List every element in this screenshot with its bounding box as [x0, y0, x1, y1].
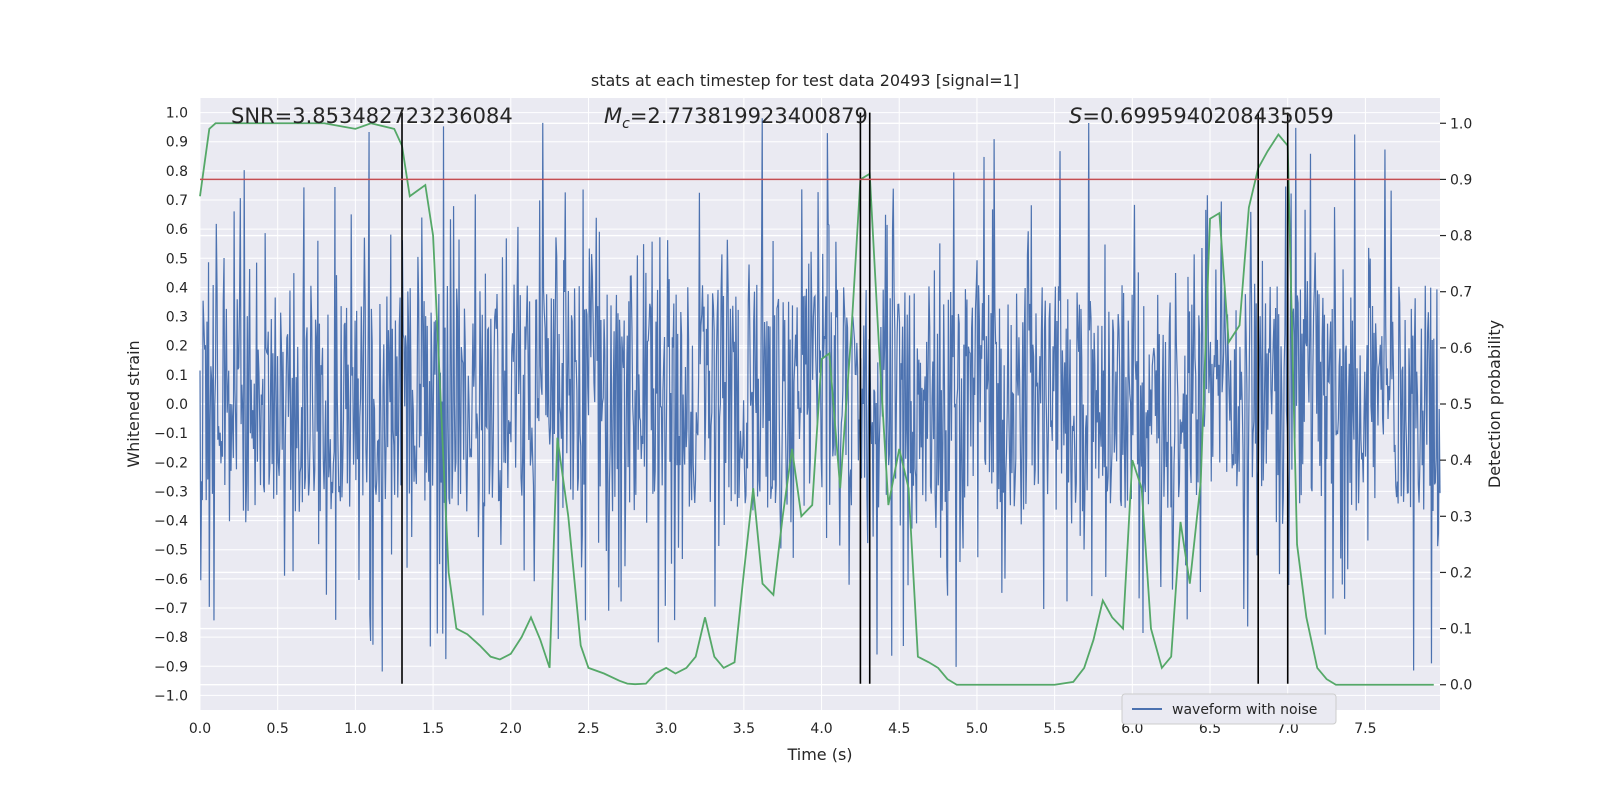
y-tick-label: −0.3: [154, 484, 188, 500]
y-tick-label: −0.8: [154, 630, 188, 646]
y-tick-label: 0.8: [166, 164, 188, 180]
legend: waveform with noise: [1121, 693, 1337, 725]
chirp-mass-value: =2.773819923400879: [630, 104, 868, 128]
y-tick-label: 0.6: [166, 222, 188, 238]
x-tick-label: 3.5: [733, 721, 755, 737]
y2-tick-label: 0.7: [1450, 285, 1472, 301]
event-markers: [401, 112, 1289, 684]
detection-probability-line: [199, 122, 1434, 686]
x-tick-label: 5.5: [1044, 721, 1066, 737]
s-symbol: S: [1069, 104, 1082, 128]
y-axis-label: Whitened strain: [124, 340, 143, 467]
y-tick-label: 0.4: [166, 280, 188, 296]
y-tick-label: −0.6: [154, 572, 188, 588]
y2-tick-label: 0.0: [1450, 678, 1472, 694]
y-axis-ticks: 1.0 0.9 0.8 0.7 0.6 0.5 0.4 0.3 0.2 0.1 0.0 −0.1 −0.…: [154, 106, 188, 705]
y-tick-label: −1.0: [154, 688, 188, 704]
x-tick-label: 5.0: [966, 721, 988, 737]
y2-tick-label: 0.3: [1450, 509, 1472, 525]
x-tick-label: 0.5: [267, 721, 289, 737]
snr-annotation: SNR=3.853482723236084: [231, 104, 513, 128]
x-tick-label: 2.5: [577, 721, 599, 737]
x-tick-label: 1.0: [344, 721, 366, 737]
y2-tick-label: 1.0: [1450, 116, 1472, 132]
x-tick-label: 6.0: [1121, 721, 1143, 737]
y2-tick-label: 0.2: [1450, 565, 1472, 581]
legend-label-waveform: waveform with noise: [1172, 702, 1317, 718]
y2-axis-ticks: 1.0 0.9 0.8 0.7 0.6 0.5 0.4 0.3 0.2 0.1 0.0: [1440, 116, 1472, 694]
y-tick-label: 0.3: [166, 310, 188, 326]
y-tick-label: −0.4: [154, 514, 188, 530]
x-tick-label: 4.5: [888, 721, 910, 737]
y-tick-label: 0.0: [166, 397, 188, 413]
x-tick-label: 0.0: [189, 721, 211, 737]
s-annotation: S=0.6995940208435059: [1069, 104, 1334, 128]
x-tick-label: 4.0: [810, 721, 832, 737]
y-tick-label: 1.0: [166, 106, 188, 122]
y2-tick-label: 0.8: [1450, 229, 1472, 245]
chirp-mass-annotation: Mc=2.773819923400879: [604, 104, 868, 132]
s-value: =0.6995940208435059: [1082, 104, 1333, 128]
y-tick-label: −0.2: [154, 455, 188, 471]
y2-tick-label: 0.4: [1450, 453, 1472, 469]
y-tick-label: 0.7: [166, 193, 188, 209]
y2-axis-label: Detection probability: [1485, 320, 1504, 488]
x-tick-label: 2.0: [500, 721, 522, 737]
x-tick-label: 6.5: [1199, 721, 1221, 737]
y-tick-label: −0.7: [154, 601, 188, 617]
y2-tick-label: 0.1: [1450, 622, 1472, 638]
y-tick-label: 0.5: [166, 251, 188, 267]
chart-title: stats at each timestep for test data 204…: [591, 71, 1019, 90]
y-tick-label: 0.2: [166, 339, 188, 355]
y-tick-label: −0.1: [154, 426, 188, 442]
waveform-with-noise-line: [199, 118, 1441, 672]
legend-box: [1121, 693, 1337, 725]
y2-tick-label: 0.9: [1450, 172, 1472, 188]
x-axis-label: Time (s): [786, 745, 852, 764]
chirp-mass-symbol: M: [604, 104, 622, 128]
x-tick-label: 7.5: [1354, 721, 1376, 737]
x-tick-label: 3.0: [655, 721, 677, 737]
detection-probability-series: [199, 122, 1434, 686]
y-tick-label: 0.1: [166, 368, 188, 384]
x-tick-label: 7.0: [1277, 721, 1299, 737]
y-tick-label: 0.9: [166, 135, 188, 151]
chirp-mass-subscript: c: [622, 116, 630, 132]
y2-tick-label: 0.6: [1450, 341, 1472, 357]
y-tick-label: −0.9: [154, 659, 188, 675]
y-tick-label: −0.5: [154, 543, 188, 559]
y2-tick-label: 0.5: [1450, 397, 1472, 413]
waveform-with-noise-series: [199, 118, 1441, 672]
x-axis-ticks: 0.0 0.5 1.0 1.5 2.0 2.5 3.0 3.5 4.0 4.5 5.0 5.5 6.0 6…: [189, 721, 1377, 737]
x-tick-label: 1.5: [422, 721, 444, 737]
